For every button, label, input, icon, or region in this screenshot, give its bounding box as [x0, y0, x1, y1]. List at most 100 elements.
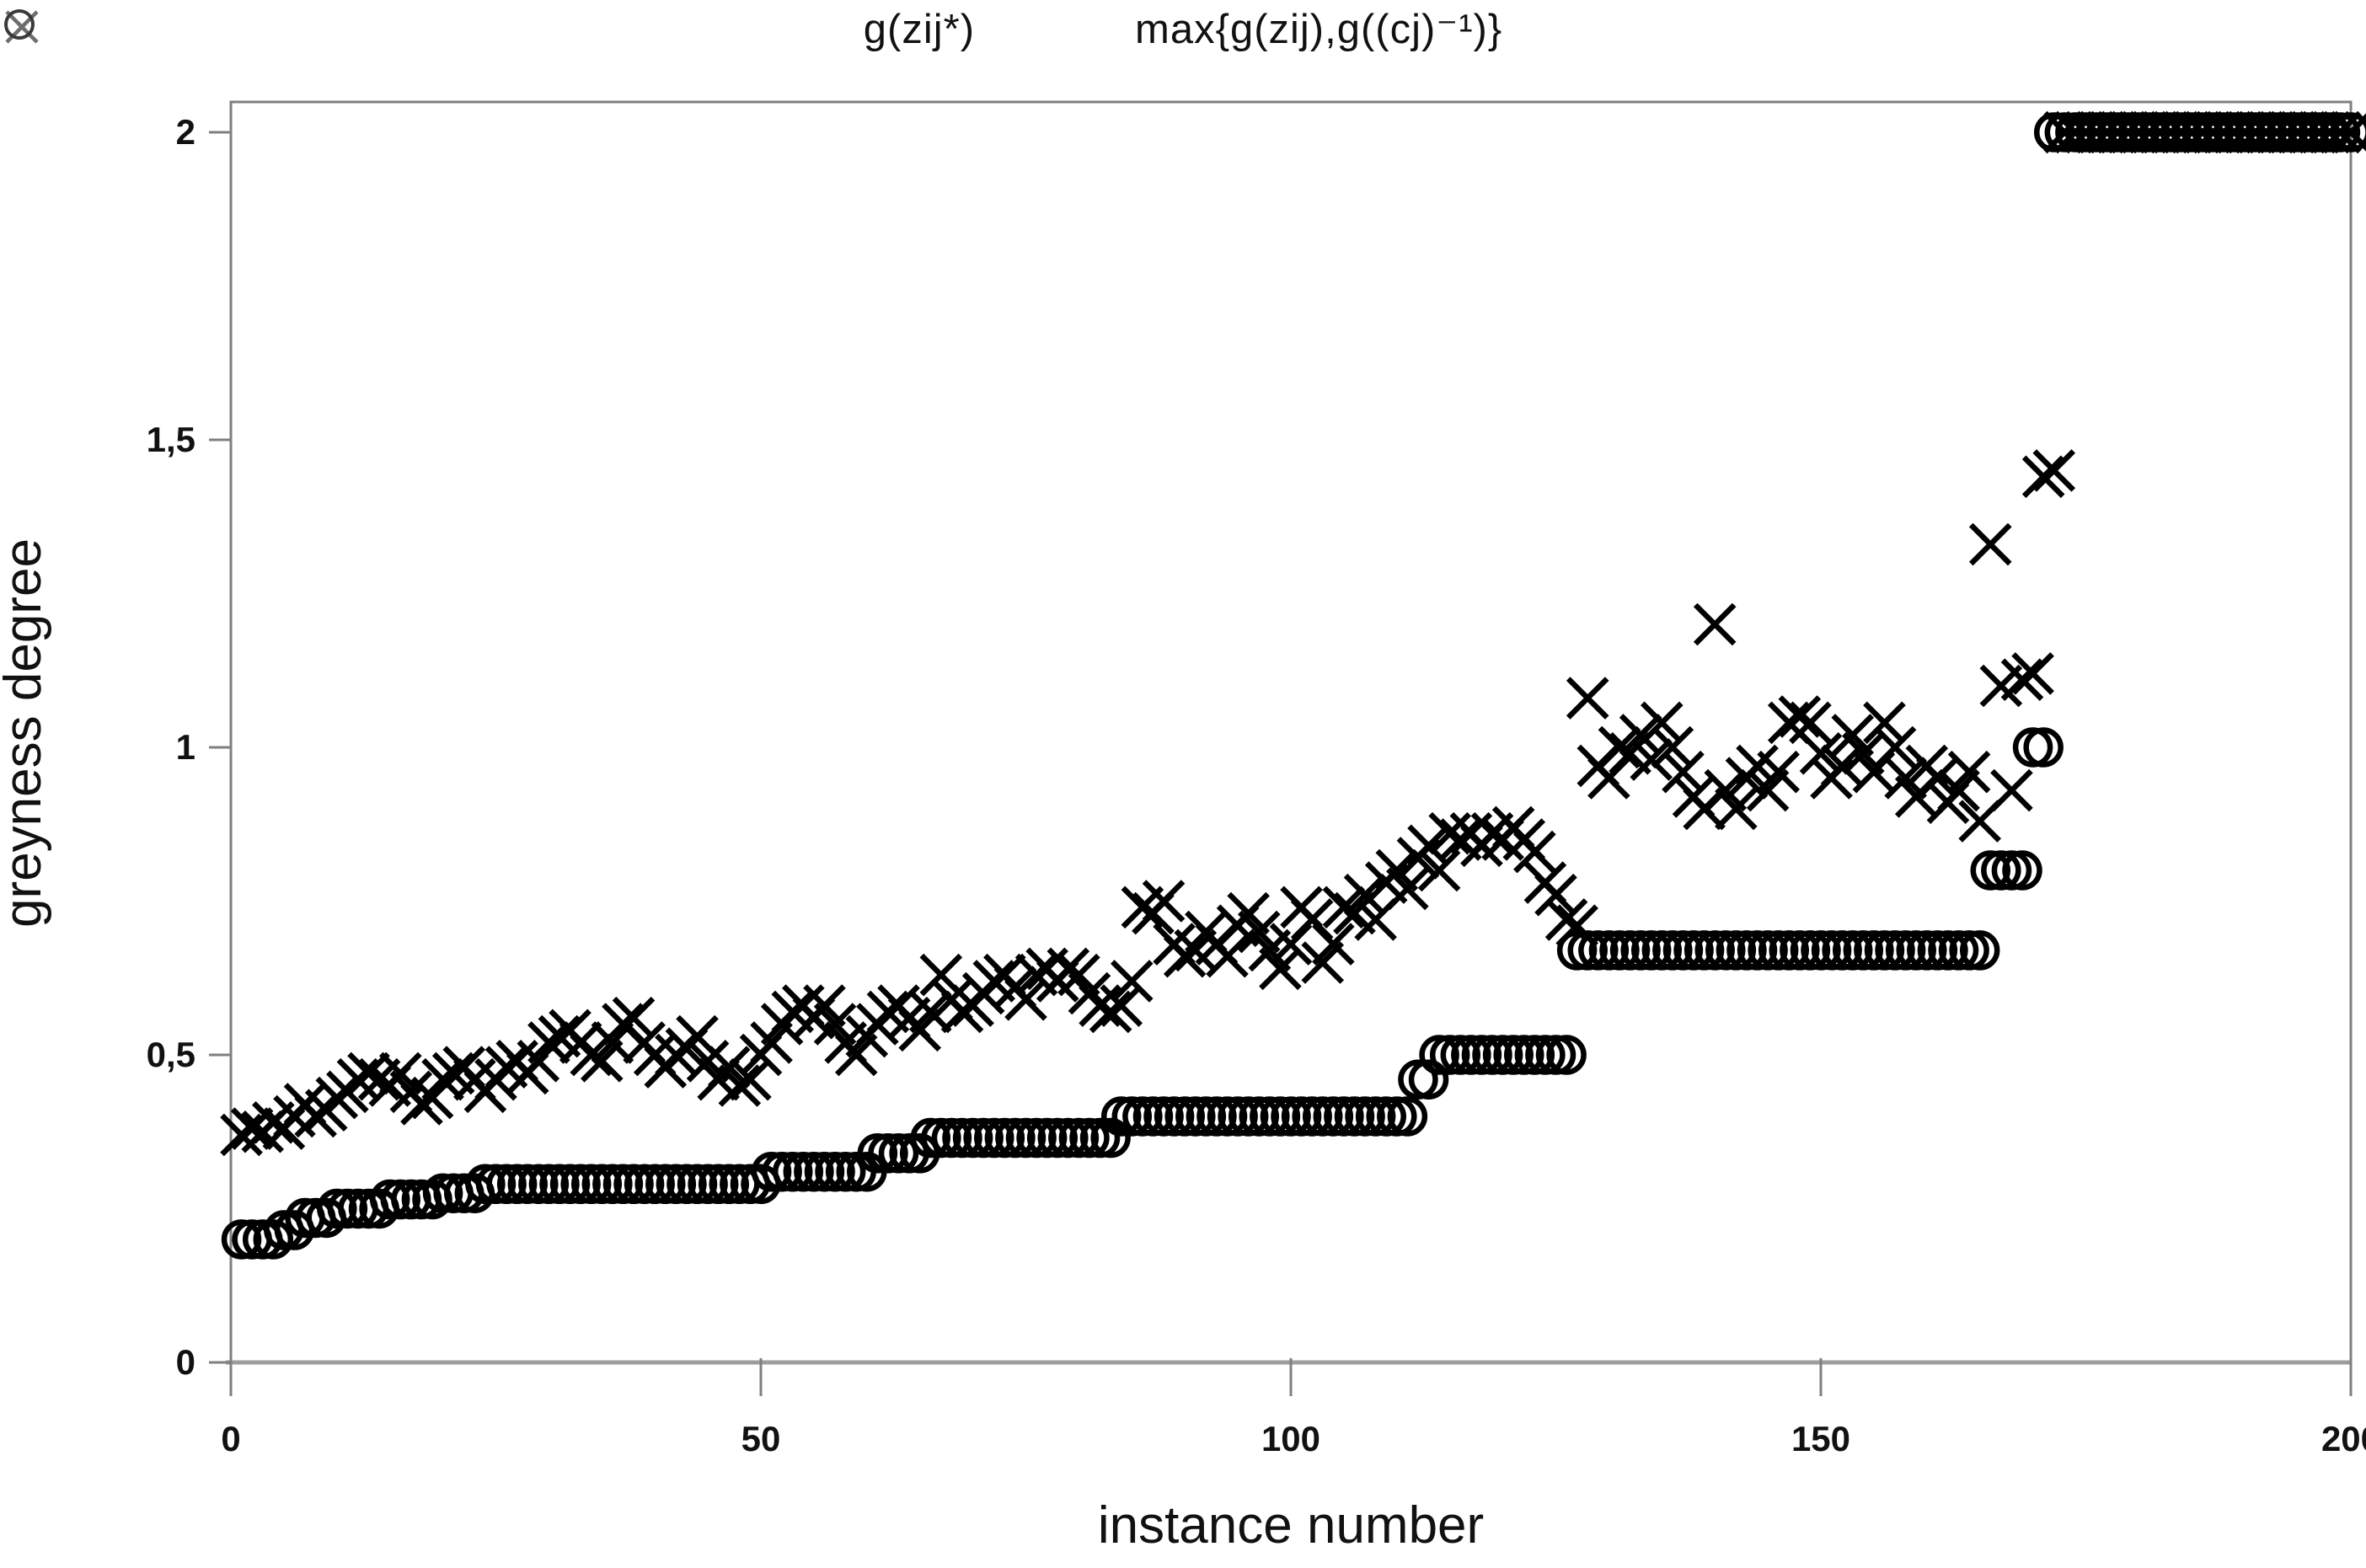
circle-marker	[1218, 1096, 1258, 1137]
circle-marker	[1345, 1096, 1385, 1137]
x-marker	[1693, 602, 1737, 646]
circle-marker	[1387, 1096, 1428, 1137]
x-marker	[1662, 750, 1705, 794]
circle-marker	[1928, 930, 1968, 971]
circle-marker	[2192, 112, 2234, 153]
circle-marker	[1949, 930, 1989, 971]
x-marker	[1322, 886, 1366, 929]
x-marker	[1566, 677, 1609, 720]
circle-marker	[1493, 1035, 1534, 1075]
circle-marker	[1132, 1096, 1174, 1137]
circle-marker	[2065, 112, 2106, 153]
circle-marker	[2267, 112, 2308, 153]
circle-marker	[1100, 1096, 1142, 1137]
circle-marker	[1281, 1096, 1322, 1137]
circle-marker	[1790, 930, 1831, 971]
x-marker	[1778, 695, 1822, 738]
circle-marker	[496, 1164, 538, 1205]
circle-marker	[475, 1164, 517, 1205]
x-marker	[1757, 750, 1800, 794]
circle-marker	[317, 1188, 357, 1229]
circle-marker	[1737, 930, 1778, 971]
circle-marker	[783, 1151, 824, 1192]
circle-marker	[2160, 112, 2202, 153]
circle-marker	[1271, 1096, 1311, 1137]
circle-marker	[921, 1117, 961, 1159]
circle-marker	[1429, 1035, 1470, 1075]
circle-marker	[1122, 1096, 1163, 1137]
circle-marker	[1260, 1096, 1301, 1137]
circle-marker	[1716, 930, 1757, 971]
circle-marker	[1440, 1035, 1481, 1075]
circle-marker	[369, 1179, 410, 1220]
circle-marker	[1525, 1035, 1566, 1075]
circle-marker	[2256, 112, 2297, 153]
y-tick-label: 1	[176, 727, 195, 767]
legend-label-max: max{g(zij),g((cj)⁻¹)}	[1135, 7, 1503, 52]
x-marker	[1651, 725, 1694, 769]
x-marker	[1641, 701, 1684, 745]
legend-item-max: max{g(zij),g((cj)⁻¹)}	[4, 5, 1503, 53]
circle-marker	[1398, 1059, 1438, 1100]
circle-marker	[1175, 1096, 1216, 1137]
circle-marker	[1864, 930, 1905, 971]
circle-marker	[2171, 112, 2213, 153]
circle-marker	[2182, 112, 2223, 153]
circle-marker	[1822, 930, 1862, 971]
circle-marker	[815, 1151, 855, 1192]
circle-marker	[1324, 1096, 1364, 1137]
circle-marker	[2118, 112, 2160, 153]
x-marker	[347, 1052, 390, 1095]
x-marker	[1630, 738, 1673, 781]
circle-marker	[1239, 1096, 1280, 1137]
circle-marker	[1355, 1096, 1396, 1137]
circle-marker	[1535, 1035, 1576, 1075]
x-marker	[1004, 978, 1047, 1021]
circle-marker	[1313, 1096, 1354, 1137]
circle-marker	[1143, 1096, 1184, 1137]
circle-marker	[465, 1164, 506, 1205]
x-tick-label: 200	[2321, 1419, 2366, 1458]
circle-marker	[825, 1151, 866, 1192]
circle-marker	[1630, 930, 1672, 971]
circle-marker	[656, 1164, 697, 1205]
x-marker	[2011, 652, 2054, 695]
circle-marker	[1419, 1035, 1459, 1075]
circle-marker	[2086, 112, 2128, 153]
x-marker	[2021, 455, 2065, 499]
circle-marker	[1801, 930, 1841, 971]
circle-marker	[221, 1219, 262, 1260]
circle-marker	[1196, 1096, 1237, 1137]
circle-marker	[1567, 930, 1608, 971]
circle-marker	[380, 1179, 421, 1220]
circle-marker	[1843, 930, 1884, 971]
circle-marker	[1514, 1035, 1555, 1075]
y-tick-label: 1,5	[147, 420, 195, 459]
circle-marker	[1769, 930, 1810, 971]
circle-marker	[1408, 1059, 1449, 1100]
circle-marker	[486, 1164, 527, 1205]
y-tick-label: 0,5	[147, 1035, 195, 1074]
x-marker	[1968, 522, 2012, 566]
circle-marker	[2278, 112, 2318, 153]
circle-marker	[634, 1164, 675, 1205]
circle-marker	[528, 1164, 570, 1205]
circle-marker	[2235, 112, 2276, 153]
circle-marker	[1164, 1096, 1205, 1137]
circle-marker	[2213, 112, 2255, 153]
circle-marker	[794, 1151, 834, 1192]
x-marker	[1789, 701, 1832, 745]
x-marker	[1089, 990, 1132, 1034]
circle-marker	[1652, 930, 1693, 971]
circle-marker	[1970, 850, 2011, 891]
x-marker	[1863, 701, 1906, 745]
y-axis-title: greyness degree	[0, 538, 52, 928]
circle-marker	[2288, 112, 2329, 153]
x-marker	[1598, 725, 1641, 769]
circle-marker	[1726, 930, 1767, 971]
circle-marker	[2023, 727, 2064, 768]
circle-marker	[613, 1164, 654, 1205]
circle-marker	[1005, 1117, 1046, 1159]
x-marker	[1947, 750, 1991, 794]
circle-marker	[1991, 850, 2032, 891]
